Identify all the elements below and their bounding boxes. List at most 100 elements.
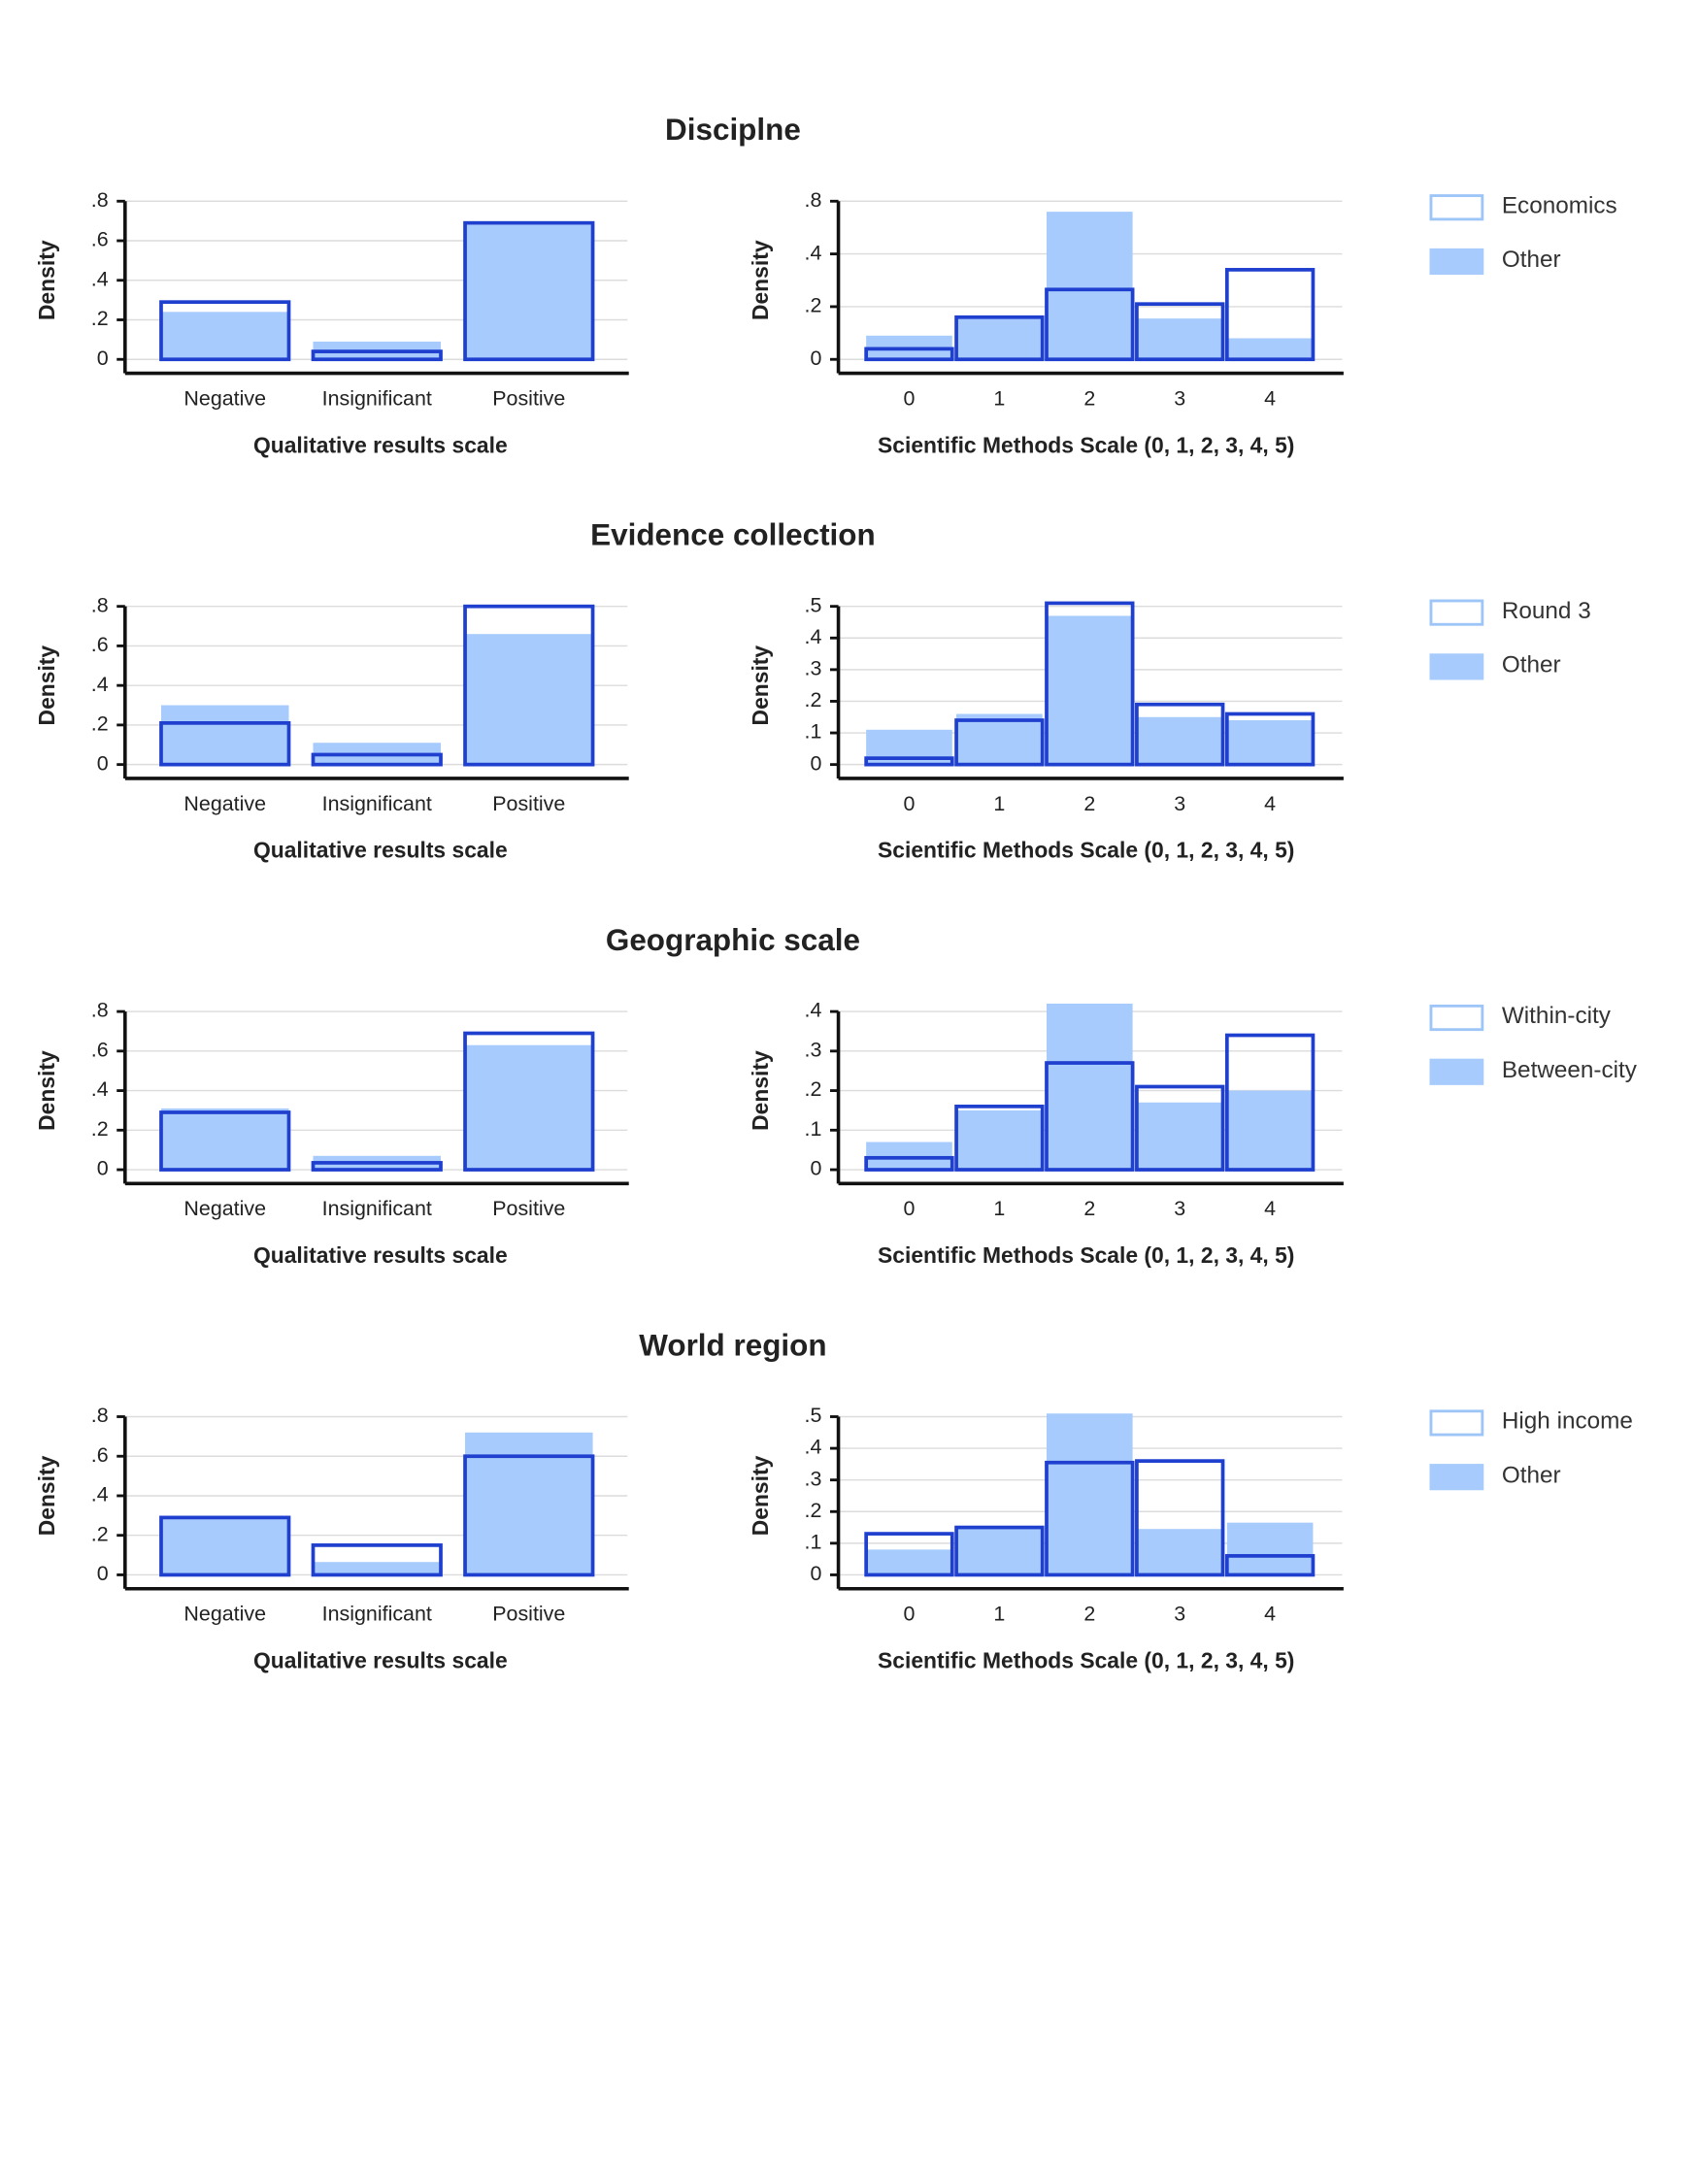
y-tick-label: .2	[805, 294, 822, 317]
y-tick-label: 0	[810, 347, 821, 370]
y-tick-label: .2	[805, 688, 822, 711]
y-tick-label: 0	[97, 1157, 109, 1180]
bar	[465, 224, 593, 360]
bar-outline	[1224, 1033, 1316, 1172]
x-tick-label: Insignificant	[322, 1197, 432, 1220]
y-tick-label: .4	[91, 267, 109, 290]
bar	[956, 713, 1043, 765]
bar-outline	[954, 1105, 1045, 1172]
bar-outline	[954, 718, 1045, 767]
y-tick-label: .4	[805, 1436, 822, 1459]
bar	[465, 634, 593, 765]
y-tick-label: 0	[810, 751, 821, 775]
y-tick-label: .5	[805, 1404, 822, 1427]
y-tick-label: .4	[91, 673, 109, 696]
section-title: Disciplne	[665, 113, 801, 147]
x-tick-label: 1	[993, 1603, 1005, 1626]
x-tick-label: Negative	[183, 386, 266, 410]
section-title: World region	[639, 1328, 826, 1362]
bar-outline	[159, 721, 291, 767]
x-axis-label: Scientific Methods Scale (0, 1, 2, 3, 4,…	[878, 1648, 1294, 1673]
y-tick-label: .8	[91, 188, 109, 212]
bar-outline	[954, 1525, 1045, 1577]
bar	[1226, 1522, 1314, 1575]
y-tick-label: .2	[91, 712, 109, 736]
bar	[1046, 1413, 1133, 1575]
x-tick-label: 2	[1083, 792, 1095, 815]
y-axis-label: Density	[748, 1050, 773, 1131]
bar-outline	[1135, 1459, 1225, 1577]
y-tick-label: .8	[91, 999, 109, 1022]
x-tick-label: Positive	[492, 1603, 565, 1626]
x-tick-label: 0	[903, 792, 915, 815]
section-title: Geographic scale	[606, 923, 860, 957]
y-tick-label: .4	[91, 1077, 109, 1101]
y-tick-label: .1	[805, 1117, 822, 1141]
x-tick-label: Positive	[492, 792, 565, 815]
bar	[1046, 212, 1133, 360]
y-axis-label: Density	[748, 240, 773, 320]
x-tick-label: 1	[993, 386, 1005, 410]
y-axis-label: Density	[34, 240, 59, 320]
bar-outline	[159, 300, 291, 362]
y-axis-label: Density	[748, 645, 773, 726]
y-tick-label: .6	[91, 1443, 109, 1467]
bar	[1046, 1003, 1133, 1171]
bar-outline	[159, 1110, 291, 1172]
x-axis-label: Scientific Methods Scale (0, 1, 2, 3, 4,…	[878, 432, 1294, 457]
legend-swatch	[1429, 599, 1484, 626]
bar	[956, 1109, 1043, 1171]
legend-label: High income	[1502, 1408, 1633, 1435]
x-tick-label: Positive	[492, 386, 565, 410]
bar-outline	[463, 604, 595, 767]
bar-outline	[1224, 1554, 1316, 1577]
bar	[1136, 1102, 1223, 1171]
bar-outline	[311, 349, 443, 362]
x-tick-label: 4	[1264, 1197, 1276, 1220]
y-tick-label: .2	[805, 1499, 822, 1522]
x-axis-label: Qualitative results scale	[253, 1242, 508, 1268]
y-tick-label: .3	[805, 1467, 822, 1490]
y-tick-label: .4	[91, 1483, 109, 1506]
legend-swatch	[1429, 653, 1484, 680]
y-tick-label: .4	[805, 625, 822, 648]
x-tick-label: 0	[903, 1197, 915, 1220]
legend-label: Between-city	[1502, 1057, 1638, 1083]
x-tick-label: 0	[903, 1603, 915, 1626]
legend-swatch	[1429, 194, 1484, 221]
y-tick-label: .4	[805, 999, 822, 1022]
x-tick-label: 4	[1264, 792, 1276, 815]
bar	[465, 1044, 593, 1171]
x-axis-label: Qualitative results scale	[253, 838, 508, 863]
bar-outline	[864, 347, 954, 362]
bar-outline	[1224, 711, 1316, 767]
y-tick-label: .1	[805, 1531, 822, 1554]
x-tick-label: 4	[1264, 1603, 1276, 1626]
y-tick-label: .8	[805, 188, 822, 212]
y-tick-label: .5	[805, 593, 822, 616]
x-axis-label: Scientific Methods Scale (0, 1, 2, 3, 4,…	[878, 1242, 1294, 1268]
bar-outline	[159, 1515, 291, 1577]
y-axis-label: Density	[34, 1455, 59, 1536]
bar	[1046, 615, 1133, 765]
bar	[160, 1108, 289, 1171]
x-tick-label: 2	[1083, 386, 1095, 410]
y-tick-label: .2	[91, 1522, 109, 1545]
y-tick-label: 0	[810, 1157, 821, 1180]
y-tick-label: .2	[91, 1117, 109, 1141]
y-tick-label: 0	[97, 347, 109, 370]
x-tick-label: 2	[1083, 1197, 1095, 1220]
bar-outline	[463, 220, 595, 362]
x-tick-label: 2	[1083, 1603, 1095, 1626]
bar	[160, 1517, 289, 1575]
bar-outline	[1224, 268, 1316, 362]
bar-outline	[1045, 1460, 1135, 1577]
x-tick-label: Insignificant	[322, 1603, 432, 1626]
legend-label: Economics	[1502, 192, 1617, 218]
y-tick-label: .2	[91, 307, 109, 330]
x-tick-label: 1	[993, 1197, 1005, 1220]
bar-outline	[463, 1031, 595, 1172]
bar-outline	[864, 756, 954, 767]
bar	[956, 316, 1043, 360]
